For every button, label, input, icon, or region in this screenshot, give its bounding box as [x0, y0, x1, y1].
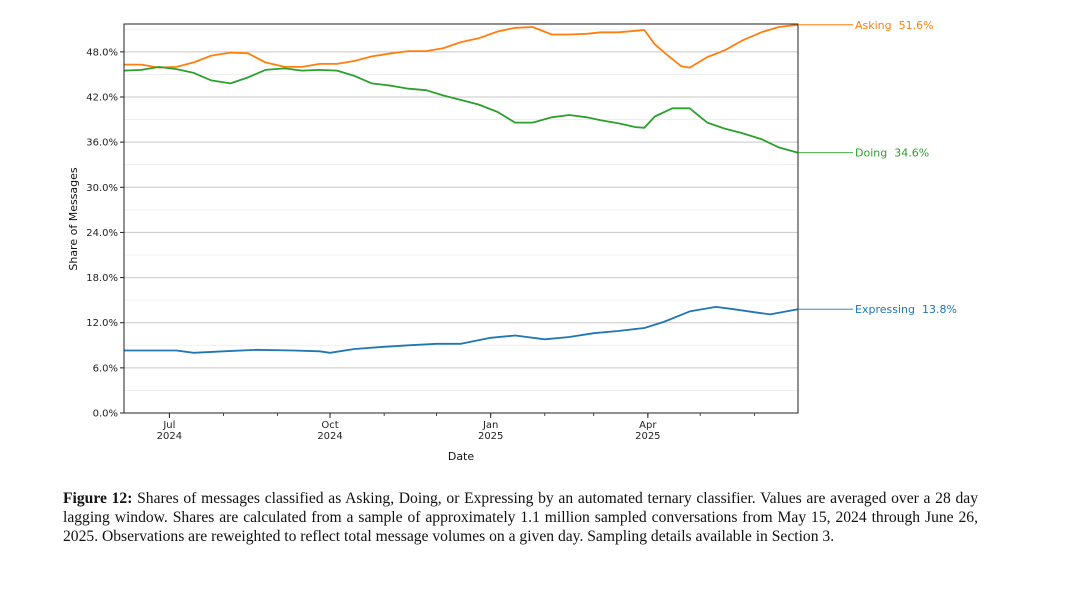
end-label-expressing: Expressing 13.8% — [855, 303, 957, 316]
figure-caption: Figure 12: Shares of messages classified… — [63, 489, 978, 546]
y-tick-label: 30.0% — [86, 183, 118, 194]
y-tick-label: 48.0% — [86, 47, 118, 58]
x-tick-label: Jan — [482, 420, 498, 431]
axes-layer: 0.0% 6.0% 12.0% 18.0% 24.0% 30.0% 36.0% 42.0% 48… — [86, 23, 799, 442]
x-tick-year: 2025 — [635, 431, 660, 442]
y-tick-label: 6.0% — [93, 363, 118, 374]
caption-text: Shares of messages classified as Asking,… — [63, 490, 978, 545]
series-layer — [123, 23, 799, 354]
end-labels-layer: Asking 51.6% Doing 34.6% Expressing 13.8% — [798, 19, 957, 316]
x-tick-label: Apr — [639, 420, 657, 431]
x-tick-year: 2025 — [478, 431, 503, 442]
x-tick-year: 2024 — [157, 431, 182, 442]
end-label-doing: Doing 34.6% — [855, 147, 929, 160]
figure-label: Figure 12: — [63, 490, 133, 507]
line-chart: 0.0% 6.0% 12.0% 18.0% 24.0% 30.0% 36.0% 42.0% 48… — [67, 19, 957, 463]
series-line-asking — [124, 23, 799, 69]
y-tick-label: 24.0% — [86, 228, 118, 239]
x-tick-label: Oct — [321, 420, 338, 431]
x-tick-label: Jul — [162, 420, 175, 431]
x-tick-year: 2024 — [317, 431, 342, 442]
y-tick-label: 0.0% — [93, 409, 118, 420]
end-label-asking: Asking 51.6% — [855, 19, 934, 32]
y-tick-label: 36.0% — [86, 138, 118, 149]
y-axis-label: Share of Messages — [67, 167, 80, 271]
grid-layer — [124, 28, 798, 414]
x-axis-label: Date — [448, 450, 475, 463]
series-line-doing — [123, 66, 799, 154]
plot-frame — [123, 23, 799, 414]
series-line-expressing — [124, 306, 799, 354]
y-tick-label: 42.0% — [86, 92, 118, 103]
y-tick-label: 12.0% — [86, 318, 118, 329]
y-tick-label: 18.0% — [86, 273, 118, 284]
